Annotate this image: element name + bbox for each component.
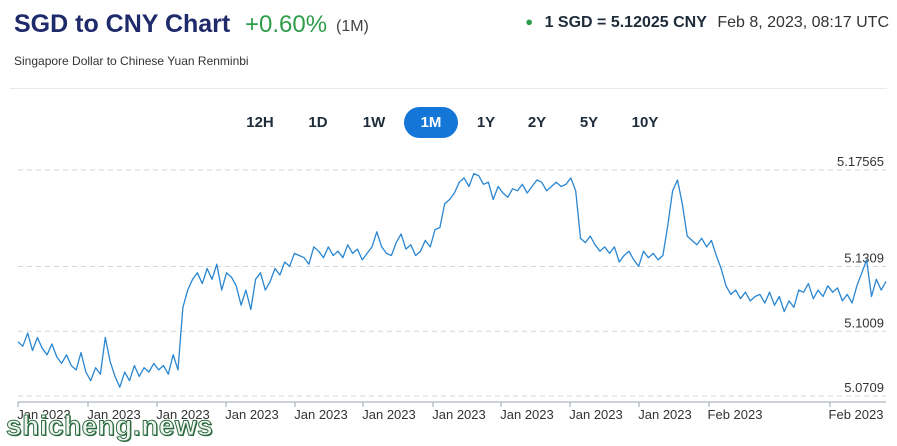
x-tick-label: Feb 2023 [829,407,884,422]
rate-display: ● 1 SGD = 5.12025 CNY Feb 8, 2023, 08:17… [525,14,889,32]
x-tick-label: Jan 2023 [156,407,210,422]
x-tick-label: Jan 2023 [569,407,623,422]
tab-1m[interactable]: 1M [404,107,458,138]
change-period: (1M) [336,18,369,35]
x-tick-label: Jan 2023 [87,407,141,422]
live-dot-icon: ● [525,14,534,29]
tab-1y[interactable]: 1Y [476,114,496,131]
tab-1d[interactable]: 1D [308,114,328,131]
x-tick-label: Jan 2023 [638,407,692,422]
x-tick-label: Feb 2023 [708,407,763,422]
timeframe-tabs: 12H 1D 1W 1M 1Y 2Y 5Y 10Y [0,107,897,139]
x-tick-label: Jan 2023 [362,407,416,422]
y-tick-label: 5.17565 [837,154,884,169]
x-tick-label: Jan 2023 [500,407,554,422]
rate-timestamp: Feb 8, 2023, 08:17 UTC [717,14,889,31]
y-tick-label: 5.1009 [844,315,884,330]
page-title: SGD to CNY Chart [14,10,231,38]
header-divider [10,88,887,89]
tab-5y[interactable]: 5Y [579,114,599,131]
tab-2y[interactable]: 2Y [527,114,547,131]
series-line [17,172,887,388]
x-tick-label: Jan 2023 [17,407,71,422]
change-percent: +0.60% [245,11,328,38]
y-tick-label: 5.0709 [844,380,884,395]
tab-12h[interactable]: 12H [246,114,274,131]
watermark-text: shicheng.news [5,410,214,442]
x-tick-label: Jan 2023 [294,407,348,422]
line-chart: 5.17565 5.1309 5.1009 5.0709 Jan 2023 Jan 202… [17,154,887,422]
chart-header: SGD to CNY Chart +0.60% (1M) ● 1 SGD = 5… [14,8,889,68]
page-subtitle: Singapore Dollar to Chinese Yuan Renminb… [14,54,249,68]
rate-text: 1 SGD = 5.12025 CNY [544,14,707,31]
tab-10y[interactable]: 10Y [631,114,659,131]
x-tick-label: Jan 2023 [432,407,486,422]
x-tick-label: Jan 2023 [225,407,279,422]
tab-1w[interactable]: 1W [362,114,386,131]
y-tick-label: 5.1309 [844,251,884,266]
